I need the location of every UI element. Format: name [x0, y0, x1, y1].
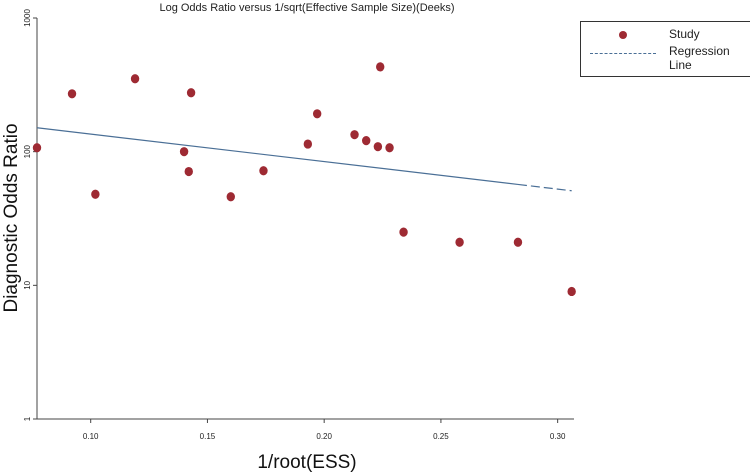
x-tick-label: 0.10 [83, 432, 99, 441]
study-point [376, 62, 385, 72]
study-point [186, 88, 196, 98]
y-tick-label: 10 [23, 280, 32, 289]
legend-study-marker [619, 31, 627, 39]
study-point [385, 143, 394, 153]
y-tick-label: 1 [23, 416, 32, 421]
legend-regression-label: Regression Line [669, 44, 730, 72]
study-point [303, 139, 313, 149]
study-point [67, 89, 77, 99]
x-tick-label: 0.25 [433, 432, 449, 441]
regression-line [36, 127, 519, 186]
study-point [179, 147, 189, 157]
study-point [513, 237, 523, 247]
x-tick-label: 0.20 [316, 432, 332, 441]
study-point [362, 136, 371, 146]
study-point [226, 192, 235, 202]
study-point [130, 74, 140, 84]
study-point [184, 166, 193, 177]
y-axis-label: Diagnostic Odds Ratio [1, 123, 22, 312]
x-tick-label: 0.30 [550, 432, 566, 441]
regression-line-dashed [517, 183, 572, 192]
chart-title: Log Odds Ratio versus 1/sqrt(Effective S… [159, 2, 454, 14]
study-point [399, 227, 408, 237]
study-point [350, 130, 359, 140]
legend: Study Regression Line [580, 21, 750, 77]
study-point [259, 166, 268, 176]
x-axis-label: 1/root(ESS) [257, 452, 356, 473]
study-point [373, 142, 383, 152]
legend-regression-line [590, 53, 656, 54]
y-tick-label: 100 [23, 144, 32, 158]
study-point [455, 237, 464, 247]
study-point [32, 143, 42, 153]
y-tick-label: 1000 [23, 9, 32, 27]
x-tick-label: 0.15 [200, 432, 216, 441]
study-point [91, 189, 100, 199]
study-point [567, 286, 576, 297]
legend-study-label: Study [669, 27, 700, 41]
study-point [312, 109, 322, 119]
